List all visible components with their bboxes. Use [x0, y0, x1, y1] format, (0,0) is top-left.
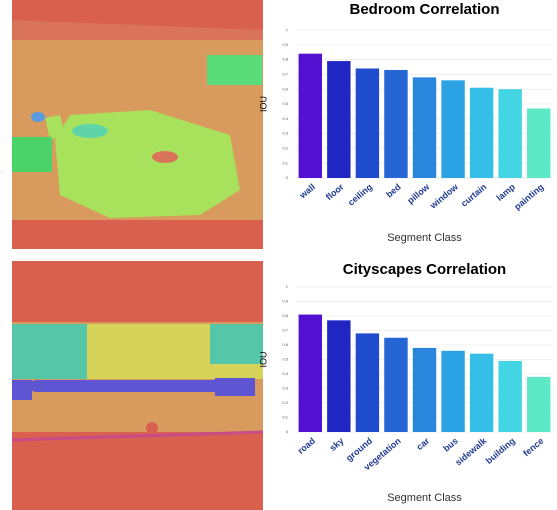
y-tick-label: 0.8 — [282, 57, 288, 62]
y-tick-label: 0.5 — [282, 357, 288, 362]
bar — [498, 89, 522, 178]
y-axis-label: IOU — [258, 96, 268, 112]
bar — [384, 337, 408, 432]
y-tick-label: 0.2 — [282, 145, 288, 150]
y-tick-label: 0.6 — [282, 342, 288, 347]
y-tick-label: 1 — [286, 27, 289, 32]
bar — [327, 61, 351, 178]
y-tick-label: 0.3 — [282, 386, 288, 391]
bar — [412, 347, 437, 432]
y-tick-label: 0.4 — [282, 371, 288, 376]
bar — [527, 376, 551, 432]
x-axis-label: Segment Class — [387, 232, 462, 244]
y-tick-label: 0.5 — [282, 101, 288, 106]
y-tick-label: 0.1 — [282, 160, 288, 165]
y-tick-label: 0.7 — [282, 71, 288, 76]
x-tick-label: window — [427, 181, 460, 211]
y-tick-label: 0.4 — [282, 116, 288, 121]
y-tick-label: 0.9 — [282, 42, 288, 47]
x-tick-label: ceiling — [346, 182, 374, 208]
bar — [469, 87, 494, 178]
y-tick-label: 0.1 — [282, 415, 288, 420]
bedroom-segmentation — [12, 0, 263, 249]
y-tick-label: 0 — [286, 175, 289, 180]
y-tick-label: 0.9 — [282, 299, 288, 304]
x-tick-label: lamp — [494, 181, 517, 202]
x-tick-label: floor — [324, 181, 346, 202]
bar — [469, 353, 494, 432]
x-tick-label: sky — [328, 436, 346, 453]
y-tick-label: 0.3 — [282, 131, 288, 136]
x-tick-label: sidewalk — [453, 435, 489, 467]
bar — [355, 68, 380, 178]
bar — [384, 69, 408, 178]
y-tick-label: 1 — [286, 284, 289, 289]
x-tick-label: fence — [521, 436, 545, 459]
y-tick-label: 0 — [286, 429, 289, 434]
x-tick-label: bus — [441, 436, 460, 454]
y-tick-label: 0.2 — [282, 400, 288, 405]
chart-title: Cityscapes Correlation — [343, 261, 506, 278]
bar — [298, 314, 322, 432]
bar — [327, 320, 351, 432]
bar — [527, 108, 551, 178]
x-tick-label: building — [484, 436, 517, 466]
bar — [441, 350, 465, 432]
x-tick-label: car — [415, 435, 432, 452]
y-tick-label: 0.8 — [282, 313, 288, 318]
x-tick-label: bed — [384, 182, 403, 200]
y-tick-label: 0.7 — [282, 328, 288, 333]
cityscapes-segmentation — [11, 261, 264, 510]
x-tick-label: road — [296, 436, 317, 456]
bar — [298, 53, 322, 178]
x-tick-label: wall — [297, 182, 317, 201]
x-axis-label: Segment Class — [387, 492, 462, 504]
bar — [441, 80, 465, 178]
y-axis-label: IOU — [258, 351, 268, 367]
bar — [498, 360, 522, 432]
x-tick-label: painting — [512, 182, 545, 212]
x-tick-label: curtain — [459, 182, 488, 209]
bar — [412, 77, 437, 178]
y-tick-label: 0.6 — [282, 86, 288, 91]
chart-title: Bedroom Correlation — [349, 1, 499, 18]
bar — [355, 333, 380, 432]
